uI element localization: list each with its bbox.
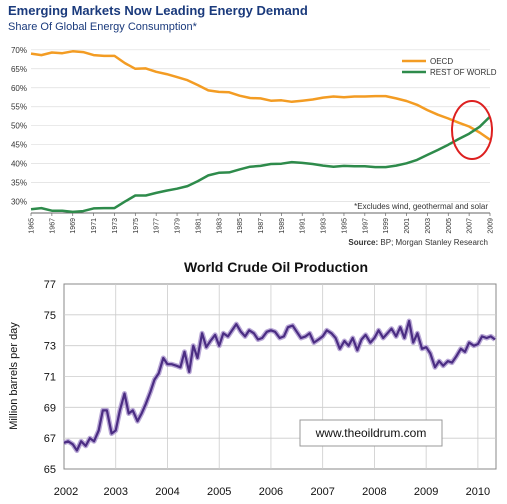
chart1-y-tick-label: 50% (11, 122, 27, 131)
chart2-series (63, 318, 497, 453)
oil-production-chart: World Crude Oil Production 65 67 69 71 73 75 7… (8, 259, 497, 498)
chart2-y-tick-label: 75 (44, 310, 56, 322)
chart1-y-tick-label: 40% (11, 160, 27, 169)
chart1-y-tick-label: 60% (11, 84, 27, 93)
watermark-box: www.theoildrum.com (299, 419, 443, 447)
chart2-y-tick-label: 77 (44, 279, 56, 291)
legend-label-oecd: OECD (430, 57, 453, 66)
source-text: BP; Morgan Stanley Research (380, 238, 488, 247)
chart2-y-tick-label: 67 (44, 433, 56, 445)
chart2-x-tick-label: 2009 (414, 486, 438, 498)
chart1-x-tick-label: 1967 (49, 218, 56, 234)
watermark-frame (299, 419, 443, 447)
chart1-x-tick-label: 1973 (112, 218, 119, 234)
chart1-x-tick-label: 1965 (29, 218, 36, 234)
chart1-title: Emerging Markets Now Leading Energy Dema… (8, 3, 308, 18)
oil-production-line (63, 319, 496, 452)
chart2-x-tick-label: 2010 (466, 486, 490, 498)
energy-demand-chart: Emerging Markets Now Leading Energy Dema… (8, 3, 497, 247)
series-line-rest-of-world (30, 115, 491, 214)
chart1-y-ticks: 30% 35% 40% 45% 50% 55% 60% 65% 70% (11, 46, 27, 207)
watermark-text: www.theoildrum.com (315, 426, 427, 440)
series-line-oecd (30, 50, 491, 141)
highlight-circle (451, 100, 493, 160)
chart1-x-ticks: 1965 1967 1969 1971 1973 1975 1977 1979 1981 1983… (29, 213, 495, 234)
chart1-gridlines (31, 49, 490, 202)
chart2-x-tick-label: 2003 (103, 486, 127, 498)
chart1-series (30, 50, 491, 214)
chart1-x-tick-label: 1995 (341, 218, 348, 234)
chart1-x-tick-label: 2005 (446, 218, 453, 234)
chart1-x-tick-label: 1971 (91, 218, 98, 234)
chart1-y-tick-label: 55% (11, 103, 27, 112)
chart2-y-tick-label: 69 (44, 402, 56, 414)
chart1-x-tick-label: 2007 (467, 218, 474, 234)
chart2-y-ticks: 65 67 69 71 73 75 77 (44, 279, 56, 476)
chart1-y-tick-label: 45% (11, 141, 27, 150)
chart1-x-tick-label: 1993 (321, 218, 328, 234)
chart2-title: World Crude Oil Production (184, 259, 368, 275)
chart1-x-tick-label: 1975 (133, 218, 140, 234)
chart1-y-tick-label: 70% (11, 46, 27, 55)
chart1-y-tick-label: 65% (11, 65, 27, 74)
chart1-x-tick-label: 2001 (404, 218, 411, 234)
chart2-x-tick-label: 2008 (362, 486, 386, 498)
chart1-legend: OECD REST OF WORLD (402, 57, 497, 77)
chart2-y-tick-label: 65 (44, 464, 56, 476)
chart1-x-tick-label: 2003 (425, 218, 432, 234)
chart1-source: Source: BP; Morgan Stanley Research (348, 238, 488, 247)
chart2-y-tick-label: 71 (44, 372, 56, 384)
chart2-x-ticks: 2002 2003 2004 2005 2006 2007 2008 2009 2010 (54, 486, 490, 498)
chart1-x-tick-label: 1997 (362, 218, 369, 234)
chart2-y-tick-label: 73 (44, 341, 56, 353)
chart1-subtitle: Share Of Global Energy Consumption* (8, 21, 198, 33)
chart1-x-tick-label: 1981 (195, 218, 202, 234)
chart2-y-axis-label: Million barrels per day (8, 322, 20, 430)
chart1-x-tick-label: 1983 (216, 218, 223, 234)
chart1-y-tick-label: 30% (11, 198, 27, 207)
chart2-x-tick-label: 2004 (155, 486, 179, 498)
chart2-x-tick-label: 2007 (310, 486, 334, 498)
chart1-footnote: *Excludes wind, geothermal and solar (354, 202, 488, 211)
chart2-x-tick-label: 2005 (207, 486, 231, 498)
chart1-y-tick-label: 35% (11, 179, 27, 188)
chart2-x-tick-label: 2002 (54, 486, 78, 498)
chart2-x-tick-label: 2006 (259, 486, 283, 498)
chart1-x-tick-label: 2009 (488, 218, 495, 234)
chart1-x-tick-label: 1991 (300, 218, 307, 234)
chart1-x-tick-label: 1999 (383, 218, 390, 234)
source-label: Source: (348, 238, 378, 247)
chart1-x-tick-label: 1977 (154, 218, 161, 234)
legend-label-rest-of-world: REST OF WORLD (430, 68, 497, 77)
chart1-x-tick-label: 1989 (279, 218, 286, 234)
chart1-x-tick-label: 1979 (175, 218, 182, 234)
chart1-x-tick-label: 1985 (237, 218, 244, 234)
chart1-x-tick-label: 1987 (258, 218, 265, 234)
chart1-x-tick-label: 1969 (70, 218, 77, 234)
